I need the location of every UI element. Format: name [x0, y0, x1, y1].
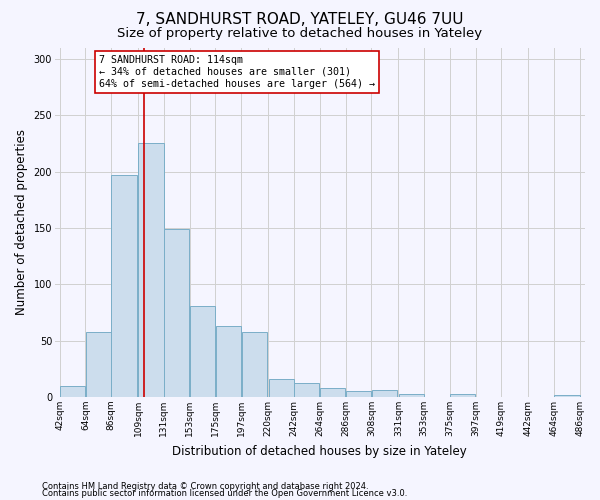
Y-axis label: Number of detached properties: Number of detached properties	[15, 130, 28, 316]
Bar	[242, 332, 267, 397]
Bar	[450, 394, 475, 397]
Text: Contains public sector information licensed under the Open Government Licence v3: Contains public sector information licen…	[42, 490, 407, 498]
Text: Contains HM Land Registry data © Crown copyright and database right 2024.: Contains HM Land Registry data © Crown c…	[42, 482, 368, 491]
Bar	[216, 326, 241, 397]
Bar	[112, 175, 137, 397]
Bar	[294, 384, 319, 397]
Text: 7, SANDHURST ROAD, YATELEY, GU46 7UU: 7, SANDHURST ROAD, YATELEY, GU46 7UU	[136, 12, 464, 28]
Bar	[346, 392, 371, 397]
Bar	[139, 144, 164, 397]
Bar	[269, 379, 294, 397]
Bar	[371, 390, 397, 397]
Text: Size of property relative to detached houses in Yateley: Size of property relative to detached ho…	[118, 28, 482, 40]
X-axis label: Distribution of detached houses by size in Yateley: Distribution of detached houses by size …	[172, 444, 467, 458]
Bar	[164, 229, 190, 397]
Bar	[86, 332, 111, 397]
Bar	[554, 395, 580, 397]
Bar	[320, 388, 345, 397]
Bar	[60, 386, 85, 397]
Text: 7 SANDHURST ROAD: 114sqm
← 34% of detached houses are smaller (301)
64% of semi-: 7 SANDHURST ROAD: 114sqm ← 34% of detach…	[100, 56, 376, 88]
Bar	[398, 394, 424, 397]
Bar	[190, 306, 215, 397]
